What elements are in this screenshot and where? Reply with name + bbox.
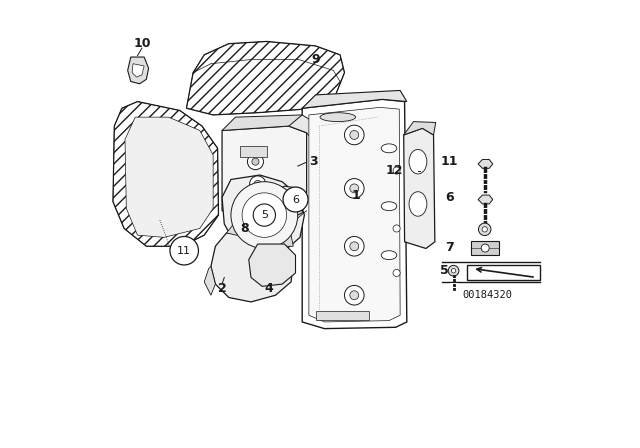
Circle shape	[344, 237, 364, 256]
Circle shape	[448, 265, 459, 276]
Circle shape	[344, 285, 364, 305]
Polygon shape	[211, 233, 293, 302]
Circle shape	[242, 193, 287, 237]
Circle shape	[252, 158, 259, 165]
Polygon shape	[227, 222, 293, 246]
Text: 8: 8	[240, 222, 248, 235]
Polygon shape	[271, 186, 305, 220]
Text: 5: 5	[440, 264, 449, 277]
Polygon shape	[222, 175, 305, 255]
Ellipse shape	[409, 192, 427, 216]
Circle shape	[250, 176, 266, 192]
Polygon shape	[478, 159, 493, 168]
Polygon shape	[132, 64, 144, 77]
Ellipse shape	[320, 113, 356, 121]
Circle shape	[393, 167, 400, 174]
Polygon shape	[127, 57, 148, 84]
Circle shape	[350, 242, 359, 251]
Text: 10: 10	[133, 37, 150, 50]
Ellipse shape	[381, 251, 397, 260]
Bar	[472, 241, 499, 255]
Circle shape	[248, 154, 264, 170]
Text: 5: 5	[261, 210, 268, 220]
Text: 4: 4	[264, 282, 273, 295]
Bar	[467, 264, 540, 280]
Text: 2: 2	[218, 282, 227, 295]
Text: 3: 3	[309, 155, 317, 168]
Ellipse shape	[409, 150, 427, 174]
Polygon shape	[289, 115, 320, 144]
Circle shape	[170, 237, 198, 265]
Polygon shape	[478, 195, 493, 204]
Polygon shape	[125, 117, 213, 237]
Polygon shape	[222, 126, 307, 220]
Circle shape	[393, 269, 400, 276]
Circle shape	[350, 130, 359, 139]
Text: 9: 9	[311, 53, 320, 66]
Circle shape	[253, 204, 275, 226]
Circle shape	[350, 184, 359, 193]
Bar	[316, 311, 369, 320]
Ellipse shape	[381, 144, 397, 153]
Text: 6: 6	[445, 191, 453, 204]
Polygon shape	[222, 115, 307, 133]
Circle shape	[451, 268, 456, 273]
Polygon shape	[204, 266, 216, 295]
Text: 12: 12	[386, 164, 404, 177]
Circle shape	[254, 181, 261, 188]
Text: 00184320: 00184320	[462, 290, 512, 300]
Polygon shape	[113, 102, 218, 246]
Ellipse shape	[381, 202, 397, 211]
Text: 6: 6	[292, 194, 299, 205]
Polygon shape	[404, 121, 436, 135]
Polygon shape	[186, 42, 344, 115]
Circle shape	[344, 125, 364, 145]
Bar	[240, 146, 267, 157]
Text: 1: 1	[351, 189, 360, 202]
Circle shape	[344, 179, 364, 198]
Circle shape	[481, 244, 489, 252]
Polygon shape	[404, 128, 435, 249]
Text: 11: 11	[177, 246, 191, 256]
Polygon shape	[309, 108, 400, 322]
Circle shape	[283, 187, 308, 212]
Polygon shape	[302, 90, 407, 108]
Circle shape	[479, 223, 491, 236]
Circle shape	[231, 182, 298, 249]
Circle shape	[350, 291, 359, 300]
Circle shape	[393, 225, 400, 232]
Circle shape	[482, 227, 488, 232]
Text: 11: 11	[440, 155, 458, 168]
Polygon shape	[249, 244, 296, 286]
Text: 7: 7	[445, 241, 454, 254]
Polygon shape	[302, 99, 407, 329]
